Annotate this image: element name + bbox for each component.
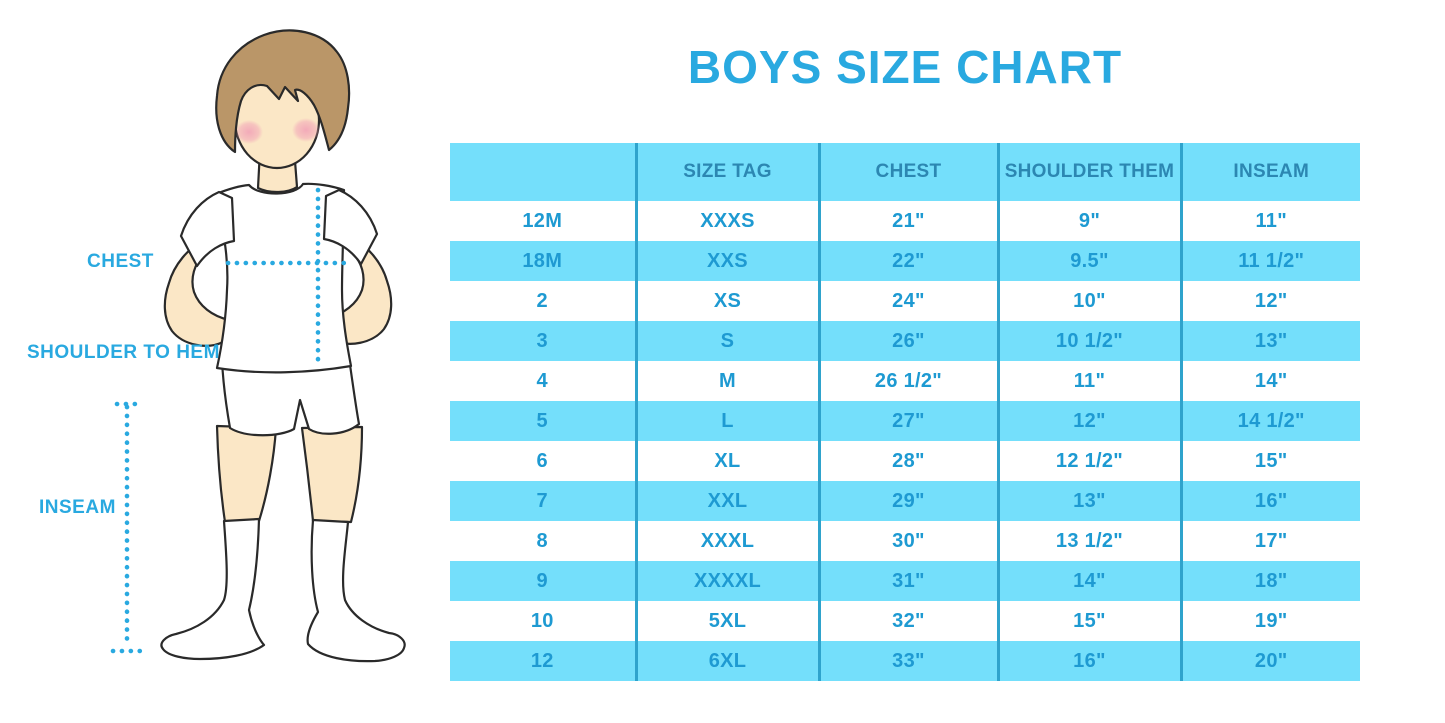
cell-size: 18M [522,249,563,272]
header-size-tag: SIZE TAG [634,143,819,201]
cell-chest: 32" [817,601,998,641]
cell-inseam: 16" [1179,481,1360,521]
cell-size: 12M [522,209,563,232]
cell-size: 7 [536,489,548,512]
cell-inseam: 14 1/2" [1179,401,1360,441]
boy-right-sock [306,518,406,663]
size-table-body: 12M XXXS 21" 9" 11" 18M XXS 22" 9.5" 11 … [450,201,1360,681]
cell-size-tag: L [634,401,819,441]
cell-size: 3 [536,329,548,352]
cell-size-tag: 6XL [634,641,819,681]
cell-chest: 26" [817,321,998,361]
cell-inseam: 14" [1179,361,1360,401]
cell-size: 8 [536,529,548,552]
cell-size: 5 [536,409,548,432]
cell-size-tag: XXXS [634,201,819,241]
page-title: BOYS SIZE CHART [687,41,1123,93]
table-row: 5 L 27" 12" 14 1/2" [450,401,1360,441]
cell-chest: 27" [817,401,998,441]
shoulder-to-hem-label: SHOULDER TO HEM [27,342,220,363]
table-row: 9 XXXXL 31" 14" 18" [450,561,1360,601]
cell-shoulder-them: 9.5" [996,241,1181,281]
cell-shoulder-them: 13" [996,481,1181,521]
chest-label: CHEST [87,251,154,272]
cell-shoulder-them: 9" [996,201,1181,241]
header-size-blank [450,143,636,201]
cell-chest: 31" [817,561,998,601]
cell-chest: 28" [817,441,998,481]
cell-inseam: 12" [1179,281,1360,321]
cell-inseam: 13" [1179,321,1360,361]
cell-size-tag: XXS [634,241,819,281]
boy-blush-right [292,118,320,142]
boy-shorts [220,356,361,437]
cell-size: 9 [536,569,548,592]
cell-inseam: 15" [1179,441,1360,481]
table-row: 7 XXL 29" 13" 16" [450,481,1360,521]
cell-shoulder-them: 11" [996,361,1181,401]
cell-inseam: 20" [1179,641,1360,681]
cell-shoulder-them: 10 1/2" [996,321,1181,361]
cell-size: 2 [536,289,548,312]
table-header-row: SIZE TAG CHEST SHOULDER THEM INSEAM [450,143,1360,201]
cell-chest: 22" [817,241,998,281]
table-row: 18M XXS 22" 9.5" 11 1/2" [450,241,1360,281]
cell-size: 4 [536,369,548,392]
boy-right-sleeve [322,188,379,266]
cell-shoulder-them: 10" [996,281,1181,321]
cell-inseam: 19" [1179,601,1360,641]
table-row: 12M XXXS 21" 9" 11" [450,201,1360,241]
cell-shoulder-them: 14" [996,561,1181,601]
boy-hair [215,29,351,154]
cell-size-tag: XXL [634,481,819,521]
inseam-label: INSEAM [39,497,116,518]
cell-chest: 26 1/2" [817,361,998,401]
cell-shoulder-them: 15" [996,601,1181,641]
cell-size-tag: XL [634,441,819,481]
cell-shoulder-them: 12" [996,401,1181,441]
header-shoulder-them: SHOULDER THEM [996,143,1181,201]
cell-chest: 30" [817,521,998,561]
boy-illustration [110,29,406,663]
header-chest: CHEST [817,143,998,201]
cell-size-tag: S [634,321,819,361]
table-row: 8 XXXL 30" 13 1/2" 17" [450,521,1360,561]
cell-size-tag: XXXXL [634,561,819,601]
cell-shoulder-them: 16" [996,641,1181,681]
boy-right-leg [300,425,364,524]
cell-size: 12 [530,649,554,672]
cell-inseam: 17" [1179,521,1360,561]
cell-size-tag: XXXL [634,521,819,561]
boy-left-leg [215,424,278,524]
table-row: 12 6XL 33" 16" 20" [450,641,1360,681]
table-row: 6 XL 28" 12 1/2" 15" [450,441,1360,481]
cell-size-tag: M [634,361,819,401]
boy-left-sleeve [179,190,236,268]
cell-size-tag: XS [634,281,819,321]
cell-chest: 29" [817,481,998,521]
boy-blush-left [235,120,263,144]
table-row: 4 M 26 1/2" 11" 14" [450,361,1360,401]
cell-inseam: 11 1/2" [1179,241,1360,281]
table-row: 10 5XL 32" 15" 19" [450,601,1360,641]
cell-size: 6 [536,449,548,472]
cell-inseam: 11" [1179,201,1360,241]
cell-chest: 21" [817,201,998,241]
size-table: SIZE TAG CHEST SHOULDER THEM INSEAM 12M … [450,143,1360,681]
cell-chest: 24" [817,281,998,321]
boy-left-sock [160,517,266,661]
boy-left-arm [163,236,231,347]
header-inseam: INSEAM [1179,143,1360,201]
cell-size-tag: 5XL [634,601,819,641]
table-row: 2 XS 24" 10" 12" [450,281,1360,321]
table-row: 3 S 26" 10 1/2" 13" [450,321,1360,361]
cell-inseam: 18" [1179,561,1360,601]
cell-shoulder-them: 13 1/2" [996,521,1181,561]
boy-measurement-figure: CHEST SHOULDER TO HEM INSEAM [0,0,460,723]
cell-chest: 33" [817,641,998,681]
cell-size: 10 [530,609,554,632]
cell-shoulder-them: 12 1/2" [996,441,1181,481]
